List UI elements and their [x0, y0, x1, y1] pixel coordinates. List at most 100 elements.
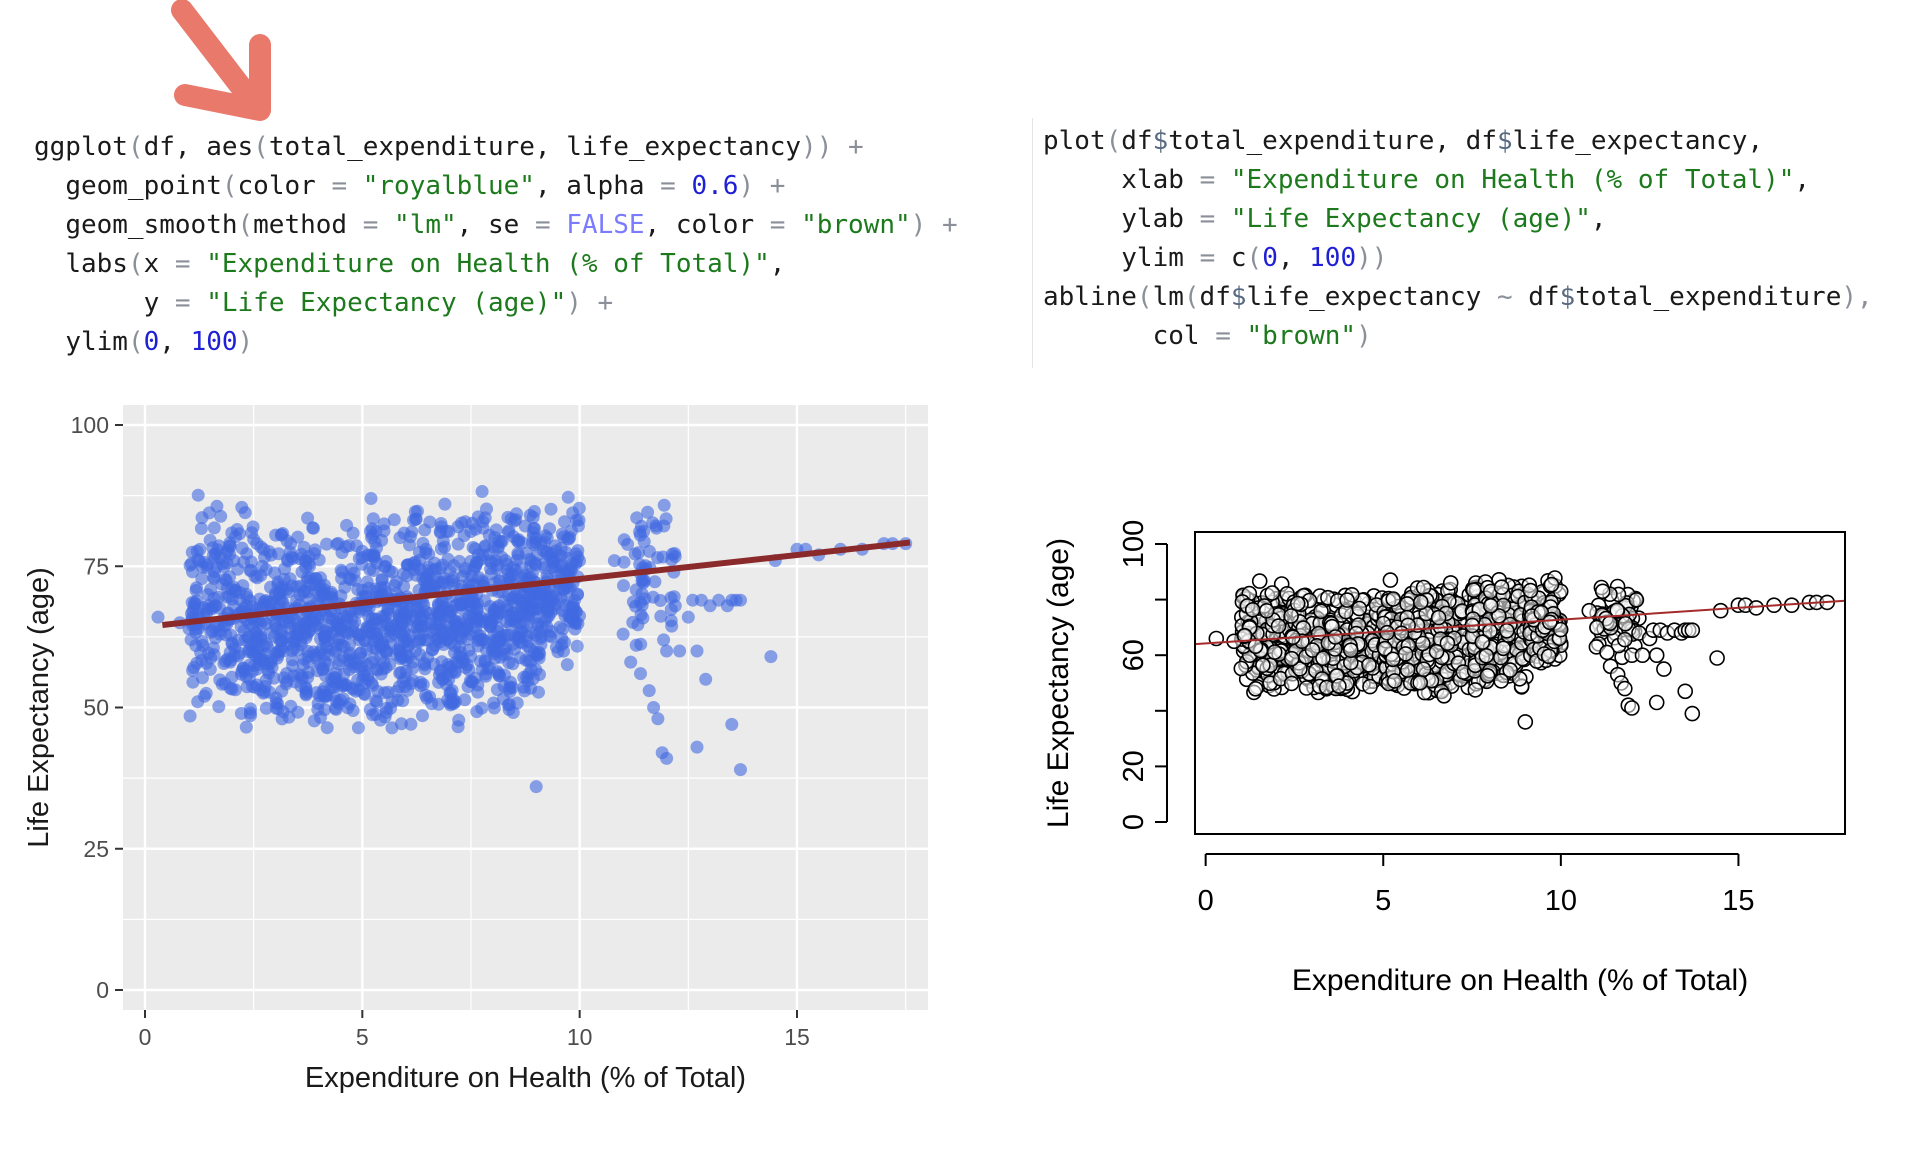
data-point [1616, 631, 1633, 648]
data-point [465, 675, 479, 689]
data-point [1298, 680, 1315, 696]
data-point [250, 678, 264, 692]
data-point [490, 605, 504, 619]
data-point [558, 515, 571, 529]
data-point [1428, 643, 1445, 660]
data-point [532, 651, 546, 665]
data-point [418, 523, 432, 537]
data-point [1442, 575, 1459, 591]
data-point [1283, 608, 1299, 624]
data-point [465, 569, 479, 583]
data-point [191, 488, 205, 502]
data-point [1439, 635, 1456, 651]
data-point [1436, 688, 1452, 704]
data-point [1255, 657, 1271, 673]
y-tick-label: 100 [1118, 520, 1150, 568]
data-point [562, 532, 576, 546]
data-point [659, 512, 673, 526]
data-point [1495, 640, 1512, 657]
data-point [357, 687, 371, 700]
pointer-arrow-icon [171, 0, 271, 121]
data-point [403, 538, 416, 552]
data-point [546, 593, 560, 607]
data-point [515, 536, 529, 550]
data-point [471, 685, 485, 699]
data-point [445, 684, 459, 697]
data-point [642, 544, 656, 558]
data-point [195, 671, 209, 685]
data-point [607, 554, 621, 568]
data-point [1315, 650, 1331, 666]
data-point [384, 701, 398, 715]
data-point [261, 656, 275, 670]
data-point [492, 667, 506, 681]
ggplot-gridlines [123, 405, 928, 1010]
x-tick-label: 15 [1722, 885, 1754, 917]
data-point [438, 497, 452, 511]
data-point [532, 685, 545, 699]
data-point [211, 543, 225, 557]
data-point [1628, 592, 1645, 608]
data-point [186, 604, 200, 618]
data-point [239, 720, 253, 734]
data-point [363, 562, 377, 576]
x-tick-label: 5 [1375, 885, 1391, 917]
data-point [395, 651, 409, 665]
data-point [1552, 621, 1569, 638]
regression-line [1194, 599, 1846, 646]
data-point [380, 617, 394, 631]
data-point [503, 608, 516, 622]
data-point [207, 591, 221, 605]
data-point [274, 627, 288, 641]
data-point [1264, 585, 1280, 601]
base-plot-frame [1194, 531, 1846, 835]
x-tick-label: 10 [567, 1024, 593, 1050]
data-point [193, 542, 207, 556]
data-point [334, 589, 348, 603]
data-point [534, 630, 548, 644]
data-point [508, 630, 522, 643]
data-point [1430, 609, 1447, 626]
data-point [369, 616, 383, 630]
data-point [528, 610, 542, 624]
data-point [417, 598, 431, 612]
data-point [634, 667, 647, 681]
data-point [484, 619, 498, 633]
data-point [1601, 615, 1618, 632]
data-point [560, 658, 574, 672]
data-point [267, 671, 281, 685]
data-point [496, 692, 510, 706]
data-point [436, 626, 450, 640]
x-axis-title: Expenditure on Health (% of Total) [1292, 964, 1748, 997]
data-point [438, 540, 451, 554]
data-point [343, 604, 356, 618]
data-point [286, 551, 300, 565]
data-point [1677, 683, 1694, 700]
data-point [1709, 650, 1725, 666]
data-point [184, 633, 198, 647]
code-line: geom_smooth(method = "lm", se = FALSE, c… [65, 210, 958, 240]
data-point [185, 557, 198, 570]
data-point [183, 709, 197, 723]
data-point [1304, 642, 1321, 658]
data-point [1251, 573, 1268, 589]
data-point [1522, 582, 1539, 599]
data-point [1327, 629, 1344, 645]
data-point [452, 554, 466, 568]
y-tick-label: 60 [1118, 639, 1150, 671]
data-point [1385, 591, 1402, 607]
data-point [629, 638, 643, 652]
data-point [233, 527, 247, 541]
data-point [387, 513, 401, 527]
y-tick-label: 0 [1118, 814, 1150, 830]
data-point [668, 547, 682, 560]
data-point [1594, 583, 1611, 600]
data-point [1517, 714, 1534, 730]
data-point [497, 679, 511, 693]
data-point [364, 492, 378, 505]
data-point [533, 668, 546, 681]
data-point [244, 563, 258, 577]
y-axis-title: Life Expectancy (age) [1042, 538, 1075, 828]
data-point [483, 554, 497, 568]
data-point [481, 662, 495, 676]
